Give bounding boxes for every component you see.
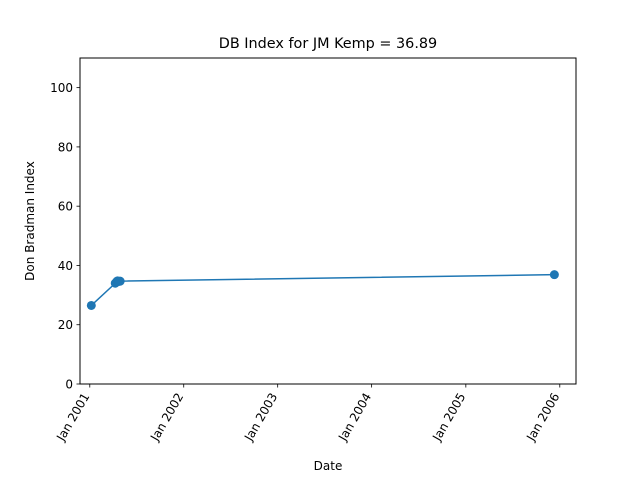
x-tick-label: Jan 2006 [523, 391, 562, 445]
x-tick-label: Jan 2004 [335, 391, 374, 445]
x-tick-label: Jan 2002 [147, 391, 186, 445]
plot-area [79, 57, 577, 385]
data-point [115, 276, 125, 286]
y-tick-label: 0 [65, 378, 73, 392]
x-axis-label: Date [314, 459, 343, 473]
y-tick-label: 80 [58, 140, 73, 154]
series-line [90, 273, 555, 307]
y-axis-label: Don Bradman Index [23, 161, 37, 281]
data-point [549, 270, 559, 280]
x-tick-label: Jan 2001 [53, 391, 92, 445]
x-tick-label: Jan 2003 [241, 391, 280, 445]
chart-title: DB Index for JM Kemp = 36.89 [219, 36, 437, 52]
y-tick-label: 40 [58, 259, 73, 273]
x-tick-label: Jan 2005 [429, 390, 468, 444]
y-tick-label: 60 [58, 200, 73, 214]
data-point [86, 300, 96, 310]
y-tick-label: 100 [50, 81, 73, 95]
y-tick-label: 20 [58, 318, 73, 332]
